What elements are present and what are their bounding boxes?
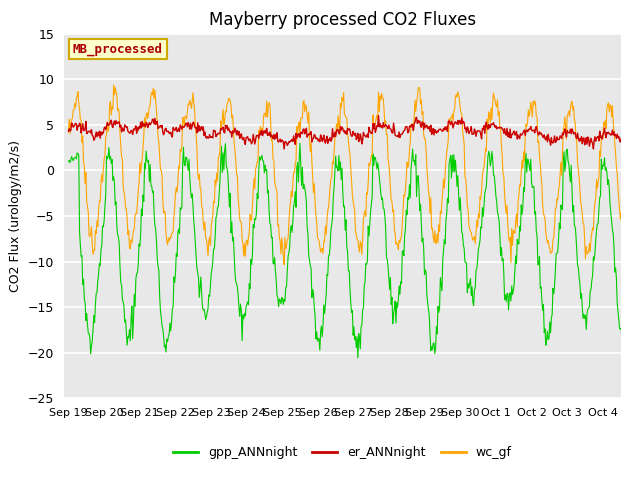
Y-axis label: CO2 Flux (urology/m2/s): CO2 Flux (urology/m2/s)	[10, 140, 22, 292]
Title: Mayberry processed CO2 Fluxes: Mayberry processed CO2 Fluxes	[209, 11, 476, 29]
Legend: gpp_ANNnight, er_ANNnight, wc_gf: gpp_ANNnight, er_ANNnight, wc_gf	[168, 441, 517, 464]
